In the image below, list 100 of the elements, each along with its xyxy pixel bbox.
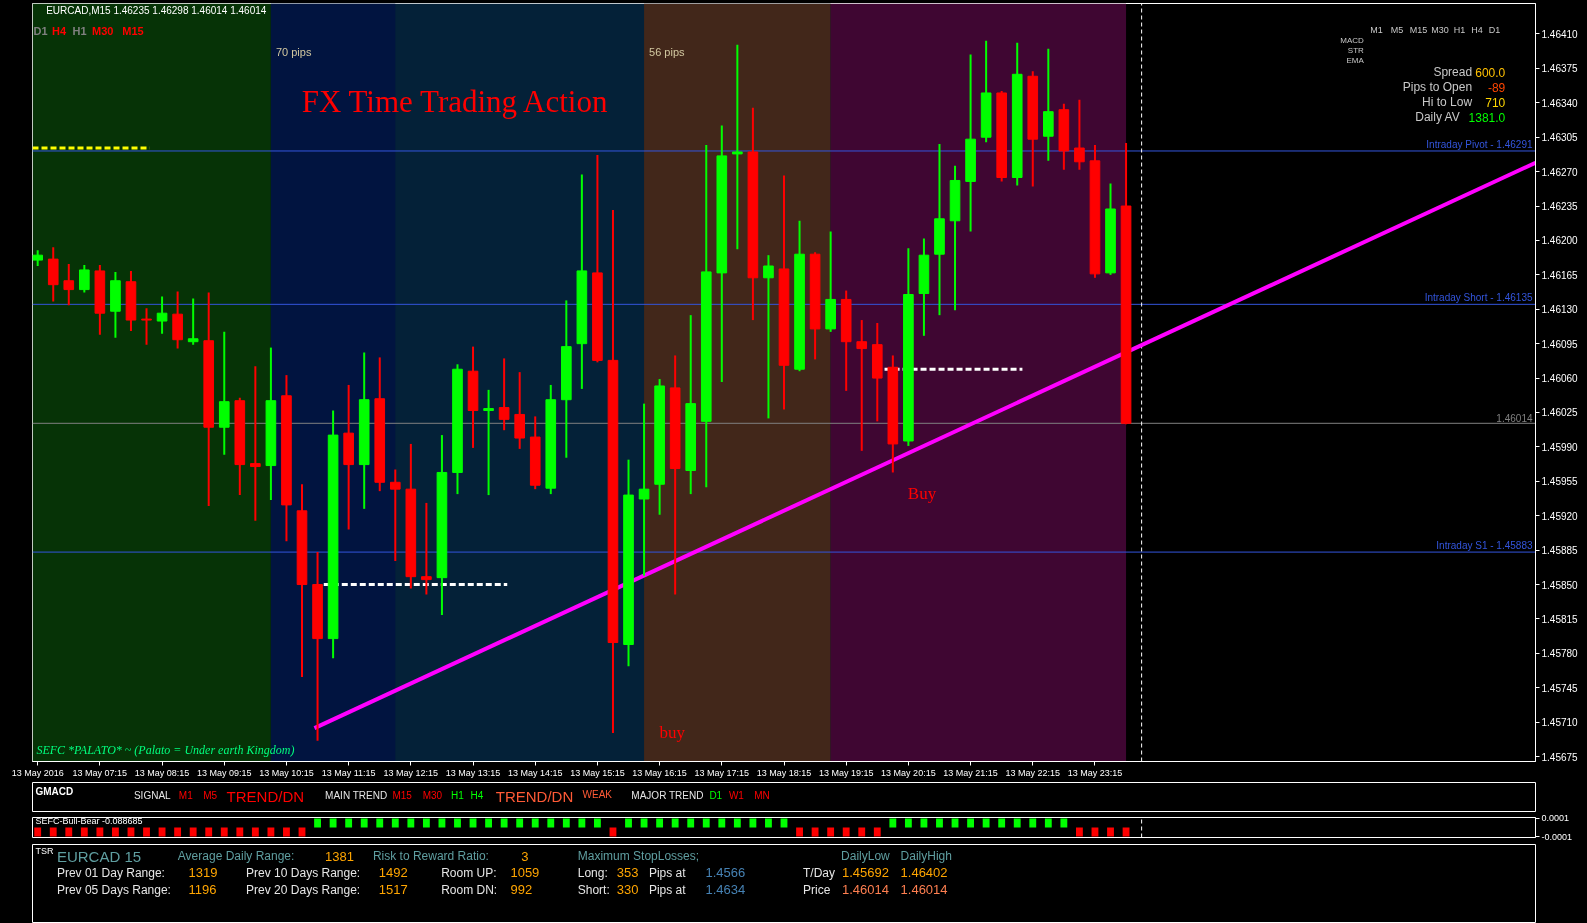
text: Price [803,882,831,897]
annotation: Hi to Low [1422,95,1473,110]
text: Maximum StopLosses; [577,848,700,863]
text: T/Day [803,865,836,880]
text: MAIN TREND [325,790,388,801]
y-tick-label: 1.45675 [1541,751,1579,763]
text: TREND/DN [495,788,574,805]
text: DailyLow [841,848,891,863]
text: D1 [709,790,723,801]
annotation: H4 [1471,25,1483,36]
x-tick-label: 13 May 09:15 [196,767,252,778]
chart-subtitle: EURCAD,M15 1.46235 1.46298 1.46014 1.46014 [46,4,267,16]
annotation: M5 [1390,25,1404,36]
text: 1.4566 [705,865,746,880]
text: WEAK [582,789,613,800]
text: Room DN: [441,882,498,897]
annotation: STR [1347,45,1365,55]
y-tick-label: 1.46410 [1541,28,1579,40]
text: H4 [470,790,484,801]
text: H1 [450,790,465,801]
annotation: M30 [92,25,114,38]
text: TSR [35,845,54,856]
text: 1059 [510,865,540,880]
band-label: 56 pips [649,46,686,59]
text: TREND/DN [226,788,305,805]
annotation: -89 [1487,80,1506,95]
y-tick-label: 1.46060 [1541,373,1579,385]
annotation: buy [659,723,686,743]
y-tick-label: 1.46375 [1541,63,1579,75]
annotation: EMA [1346,55,1365,65]
y-tick-label: 1.46305 [1541,132,1579,144]
y-tick-label: 1.45850 [1541,579,1579,591]
text: W1 [728,790,745,801]
ref-line-label: Intraday Short - 1.46135 [1424,292,1533,304]
x-tick-label: 13 May 16:15 [632,767,687,778]
ref-line-label: Intraday S1 - 1.45883 [1436,540,1533,552]
x-tick-label: 13 May 20:15 [881,767,936,778]
x-tick-label: 13 May 12:15 [383,767,439,778]
y-tick-label: 1.46025 [1541,407,1579,419]
x-tick-label: 13 May 17:15 [694,767,750,778]
x-tick-label: 13 May 18:15 [756,767,812,778]
text: M5 [203,790,218,801]
text: 1517 [378,882,408,897]
text: 353 [616,865,639,880]
text: FX Time Trading Action [301,83,608,119]
y-tick-label: 1.45990 [1541,441,1579,453]
x-tick-label: 13 May 23:15 [1067,767,1123,778]
text: Prev 01 Day Range: [56,865,165,880]
text: Prev 10 Days Range: [246,865,361,880]
y-tick-label: 1.46200 [1541,235,1579,247]
y-tick-label: 1.45920 [1541,510,1579,522]
text: Prev 20 Days Range: [246,882,361,897]
annotation: SEFC *PALATO* ~ (Palato = Under earth Kingdom) [36,742,295,757]
text: Average Daily Range: [177,848,295,863]
text: Short: [577,882,610,897]
y-tick-label: 1.45745 [1541,682,1579,694]
annotation: H1 [1453,25,1466,36]
x-tick-label: 13 May 22:15 [1005,767,1061,778]
y-tick-label: 0.0001 [1541,813,1570,824]
x-tick-label: 13 May 15:15 [570,767,625,778]
x-tick-label: 13 May 11:15 [321,767,376,778]
text: M1 [178,790,194,801]
text: 3 [521,849,529,864]
x-tick-label: 13 May 2016 [11,767,64,778]
y-tick-label: 1.45955 [1541,476,1579,488]
x-tick-label: 13 May 07:15 [72,767,128,778]
text: Pips at [648,865,687,880]
text: Room UP: [441,865,497,880]
annotation: D1 [1488,25,1501,36]
text: 1381 [325,849,355,864]
text: 1.45692 [842,865,890,880]
candlestick [141,308,152,345]
x-tick-label: 13 May 08:15 [134,767,190,778]
y-tick-label: 1.46340 [1541,97,1579,109]
text: 992 [510,882,533,897]
text: 1319 [188,865,218,880]
text: 1.46402 [900,865,948,880]
text: SIGNAL [133,790,172,801]
text: 330 [616,882,639,897]
ref-line-label: Intraday Pivot - 1.46291 [1426,138,1533,150]
annotation: M1 [1370,25,1383,36]
y-tick-label: -0.0001 [1541,831,1573,842]
text: GMACD [35,786,74,797]
text: 1.46014 [842,882,890,897]
text: 1492 [378,865,408,880]
y-tick-label: 1.46095 [1541,338,1579,350]
annotation: Buy [907,483,937,503]
candlestick [732,44,743,250]
text: M15 [392,790,413,801]
annotation: D1 [33,25,48,38]
y-tick-label: 1.46165 [1541,269,1579,281]
x-tick-label: 13 May 19:15 [818,767,874,778]
y-tick-label: 1.45710 [1541,717,1579,729]
text: Prev 05 Days Range: [56,882,171,897]
chart-title: SEFC-Bull-Bear -0.088685 [35,815,143,826]
text: Pips at [648,882,687,897]
y-tick-label: 1.45780 [1541,648,1579,660]
text: Long: [577,865,608,880]
annotation: Daily AV [1415,110,1460,125]
text: EURCAD 15 [56,848,142,865]
